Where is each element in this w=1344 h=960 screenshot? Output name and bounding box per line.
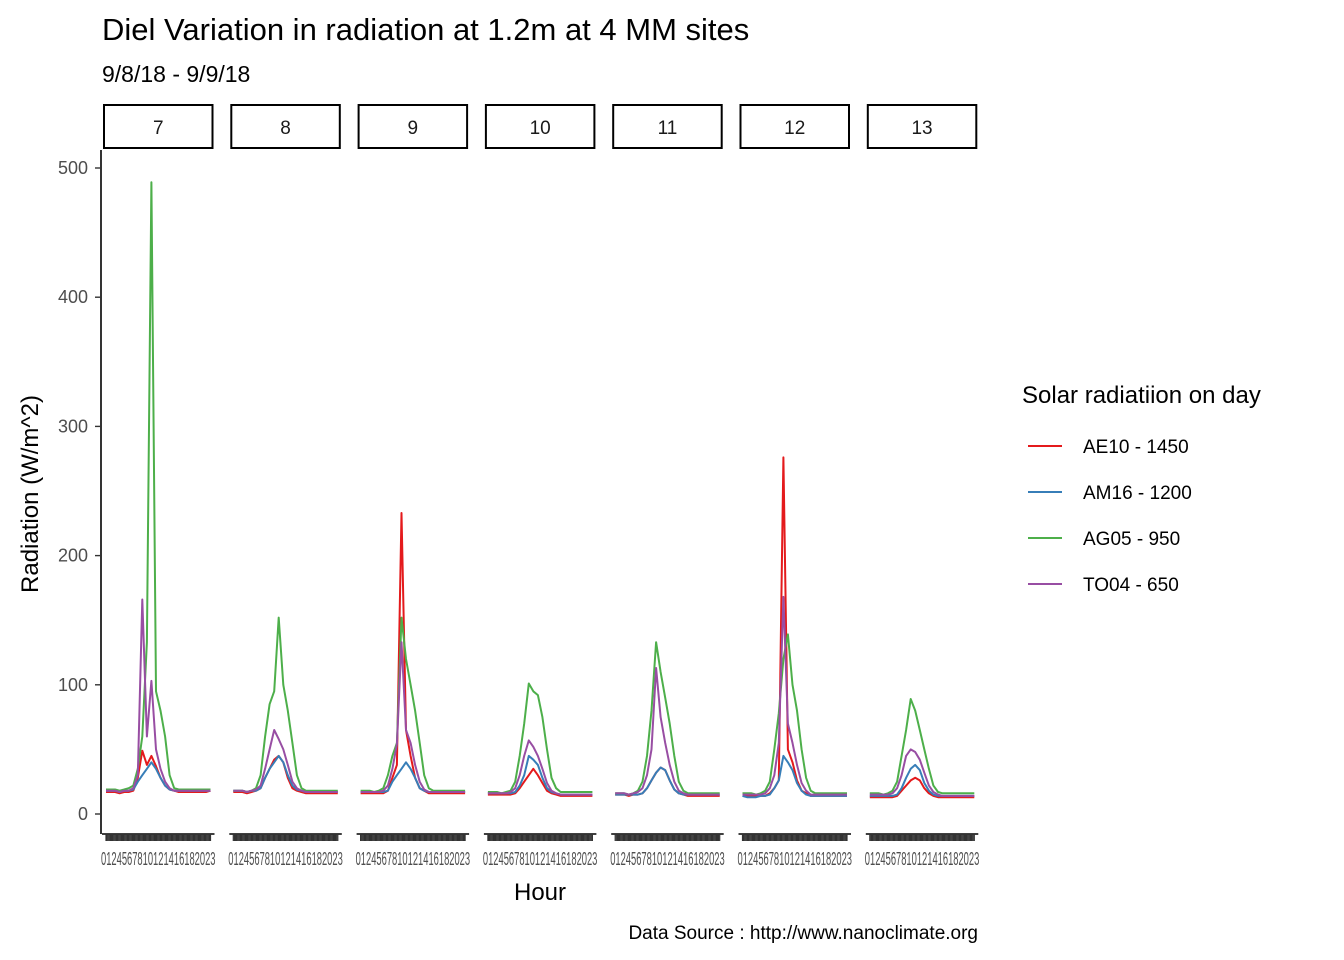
chart-subtitle: 9/8/18 - 9/9/18 — [102, 61, 250, 87]
x-tick-label: 0124567810121416182023 — [356, 849, 471, 869]
facet-panel-13: 13 0124567810121416182023 — [865, 104, 980, 869]
legend-label: AM16 - 1200 — [1083, 483, 1192, 504]
x-axis-title: Hour — [514, 879, 566, 906]
facet-strip — [484, 104, 596, 149]
facet-strip-label: 10 — [530, 118, 551, 139]
series-line — [233, 729, 338, 793]
facet-strip-label: 11 — [658, 118, 678, 139]
legend-label: AE10 - 1450 — [1083, 437, 1189, 458]
facet-strip — [230, 104, 341, 149]
legend: Solar radiatiion on day AE10 - 1450 AM16 … — [1022, 382, 1261, 596]
chart-title: Diel Variation in radiation at 1.2m at 4… — [102, 12, 749, 47]
series-line — [487, 682, 593, 795]
data-source-caption: Data Source : http://www.nanoclimate.org — [628, 923, 978, 944]
facet-panel-7: 7 0124567810121416182023 — [101, 104, 216, 869]
facet-strip — [866, 104, 978, 149]
facet-strip-label: 12 — [784, 118, 805, 139]
series-line — [615, 667, 720, 796]
series-line — [360, 616, 466, 793]
y-axis-title: Radiation (W/m^2) — [17, 395, 44, 593]
y-tick-label: 500 — [58, 158, 88, 178]
series-line — [106, 181, 211, 792]
series-line — [869, 776, 975, 799]
facet-strip-label: 8 — [280, 118, 291, 139]
x-tick-label: 0124567810121416182023 — [101, 849, 216, 869]
facet-strip-label: 9 — [408, 118, 419, 139]
y-axis: 0 100 200 300 400 500 — [58, 150, 102, 834]
facet-panel-9: 9 0124567810121416182023 — [356, 104, 471, 869]
facet-strip — [103, 104, 214, 149]
y-tick-label: 0 — [78, 804, 88, 824]
y-tick-label: 300 — [58, 416, 88, 436]
series-line — [360, 641, 466, 793]
series-line — [742, 754, 847, 799]
x-tick-label: 0124567810121416182023 — [610, 849, 725, 869]
facet-panels: 7 0124567810121416182023 8 0124567810121416… — [101, 104, 980, 869]
series-line — [487, 739, 593, 796]
facet-panel-11: 11 0124567810121416182023 — [610, 104, 725, 869]
facet-panel-8: 8 0124567810121416182023 — [228, 104, 343, 869]
series-line — [106, 598, 211, 793]
series-line — [869, 748, 975, 797]
facet-strip — [612, 104, 723, 149]
facet-strip-label: 13 — [911, 118, 932, 139]
legend-title: Solar radiatiion on day — [1022, 382, 1261, 409]
series-line — [360, 512, 466, 795]
x-tick-label: 0124567810121416182023 — [228, 849, 343, 869]
series-line — [742, 595, 847, 796]
series-line — [487, 767, 593, 797]
y-tick-label: 100 — [58, 675, 88, 695]
series-line — [869, 698, 975, 796]
facet-strip — [739, 104, 850, 149]
x-tick-label: 0124567810121416182023 — [483, 849, 598, 869]
legend-label: TO04 - 650 — [1083, 575, 1179, 596]
facet-panel-12: 12 0124567810121416182023 — [738, 104, 853, 869]
series-line — [742, 633, 847, 796]
x-tick-label: 0124567810121416182023 — [865, 849, 980, 869]
x-tick-label: 0124567810121416182023 — [738, 849, 853, 869]
y-tick-label: 200 — [58, 546, 88, 566]
legend-label: AG05 - 950 — [1083, 529, 1180, 550]
facet-strip-label: 7 — [153, 118, 164, 139]
facet-panel-10: 10 0124567810121416182023 — [483, 104, 598, 869]
facet-strip — [357, 104, 469, 149]
y-tick-label: 400 — [58, 287, 88, 307]
